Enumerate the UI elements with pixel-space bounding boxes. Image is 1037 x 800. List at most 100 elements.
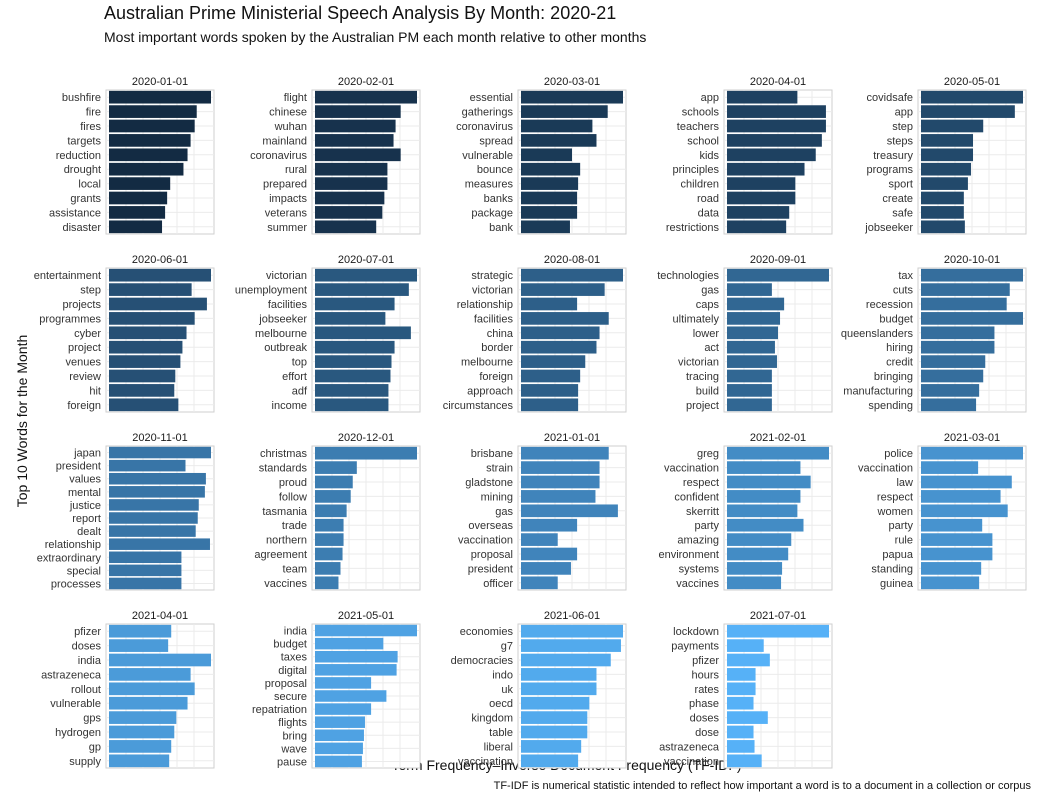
tick-label: christmas bbox=[260, 448, 308, 460]
bar bbox=[315, 326, 411, 340]
bar bbox=[109, 653, 211, 667]
tick-label: party bbox=[695, 520, 720, 532]
tick-label: targets bbox=[67, 135, 101, 147]
facet-panel: 2021-02-01 greg vaccination respect confiden… bbox=[658, 432, 833, 591]
tick-label: income bbox=[272, 400, 307, 412]
bar bbox=[109, 668, 191, 681]
facet-label: 2020-05-01 bbox=[944, 76, 1000, 88]
facet-panel: 2021-06-01 economies g7 democracies indo uk oe… bbox=[451, 610, 627, 769]
tick-label: wuhan bbox=[274, 121, 307, 133]
bar bbox=[521, 446, 609, 460]
tick-label: victorian bbox=[472, 285, 513, 297]
tick-label: supply bbox=[69, 756, 101, 768]
tick-label: confident bbox=[674, 491, 719, 503]
bar bbox=[921, 446, 1023, 460]
tick-label: package bbox=[471, 207, 513, 219]
bar bbox=[521, 696, 590, 710]
tick-label: flights bbox=[278, 717, 307, 729]
facet-panel: 2020-05-01 covidsafe app step steps treasury p… bbox=[864, 76, 1027, 235]
bar bbox=[727, 283, 772, 296]
tick-label: spending bbox=[868, 400, 913, 412]
bar bbox=[521, 177, 579, 190]
tick-label: data bbox=[698, 207, 720, 219]
tick-label: review bbox=[69, 371, 101, 383]
bar bbox=[921, 384, 980, 397]
bar bbox=[109, 472, 206, 485]
facet-panel: 2020-10-01 tax cuts recession budget queensla… bbox=[841, 254, 1027, 413]
tick-label: cyber bbox=[74, 328, 101, 340]
bar bbox=[727, 326, 778, 340]
tick-label: projects bbox=[62, 299, 101, 311]
bar bbox=[921, 369, 984, 383]
bar bbox=[109, 525, 196, 537]
tick-label: strain bbox=[486, 463, 513, 475]
tick-label: melbourne bbox=[461, 357, 513, 369]
tick-label: doses bbox=[690, 713, 720, 725]
bar bbox=[521, 682, 597, 696]
bar bbox=[727, 461, 801, 474]
tick-label: dose bbox=[695, 727, 719, 739]
tick-label: brisbane bbox=[471, 448, 513, 460]
bar bbox=[109, 624, 172, 638]
facet-label: 2021-01-01 bbox=[544, 432, 600, 444]
tick-label: road bbox=[697, 193, 719, 205]
tick-label: report bbox=[72, 513, 101, 525]
tick-label: doses bbox=[72, 641, 102, 653]
tick-label: pfizer bbox=[74, 626, 101, 638]
tick-label: lockdown bbox=[673, 626, 719, 638]
tick-label: trade bbox=[282, 520, 307, 532]
bar bbox=[521, 283, 605, 296]
tick-label: jobseeker bbox=[864, 222, 913, 234]
tick-label: president bbox=[56, 461, 101, 473]
bar bbox=[109, 398, 179, 412]
tick-label: reduction bbox=[56, 150, 101, 162]
tick-label: law bbox=[896, 477, 913, 489]
bar bbox=[109, 355, 181, 368]
facet-label: 2020-04-01 bbox=[750, 76, 806, 88]
bar bbox=[315, 576, 339, 590]
tick-label: melbourne bbox=[255, 328, 307, 340]
bar bbox=[521, 490, 596, 503]
bar bbox=[921, 475, 1012, 489]
bar bbox=[727, 297, 785, 311]
bar bbox=[727, 119, 826, 133]
facet-label: 2020-01-01 bbox=[132, 76, 188, 88]
tick-label: digital bbox=[278, 665, 307, 677]
bar bbox=[727, 268, 829, 282]
tick-label: step bbox=[80, 285, 101, 297]
bar bbox=[921, 90, 1023, 104]
tick-label: democracies bbox=[451, 655, 514, 667]
tick-label: standards bbox=[259, 463, 308, 475]
bar bbox=[109, 90, 211, 104]
bar bbox=[521, 668, 597, 681]
bar bbox=[521, 355, 586, 368]
tick-label: venues bbox=[66, 357, 102, 369]
facet-panel: 2021-03-01 police vaccination law respect wom… bbox=[858, 432, 1027, 591]
tick-label: vaccines bbox=[676, 578, 719, 590]
bar bbox=[315, 533, 344, 546]
tick-label: drought bbox=[64, 164, 101, 176]
tick-label: programs bbox=[867, 164, 914, 176]
bar bbox=[727, 398, 772, 412]
tick-label: teachers bbox=[677, 121, 720, 133]
tick-label: follow bbox=[279, 491, 307, 503]
bar bbox=[109, 446, 211, 459]
tick-label: rates bbox=[695, 684, 720, 696]
bar bbox=[521, 639, 621, 652]
tick-label: proposal bbox=[265, 678, 307, 690]
bar bbox=[109, 725, 175, 739]
tick-label: gas bbox=[495, 506, 513, 518]
tick-label: rural bbox=[285, 164, 307, 176]
tick-label: treasury bbox=[873, 150, 913, 162]
bar bbox=[521, 740, 582, 753]
tick-label: pfizer bbox=[692, 655, 719, 667]
bar bbox=[315, 398, 389, 412]
tick-label: ultimately bbox=[673, 313, 720, 325]
facet-panel: 2021-07-01 lockdown payments pfizer hours rat… bbox=[659, 610, 833, 769]
bar bbox=[727, 740, 755, 753]
tick-label: fire bbox=[86, 107, 101, 119]
bar bbox=[727, 105, 826, 118]
bar bbox=[315, 664, 397, 676]
bar bbox=[727, 206, 790, 219]
facet-label: 2021-04-01 bbox=[132, 610, 188, 622]
